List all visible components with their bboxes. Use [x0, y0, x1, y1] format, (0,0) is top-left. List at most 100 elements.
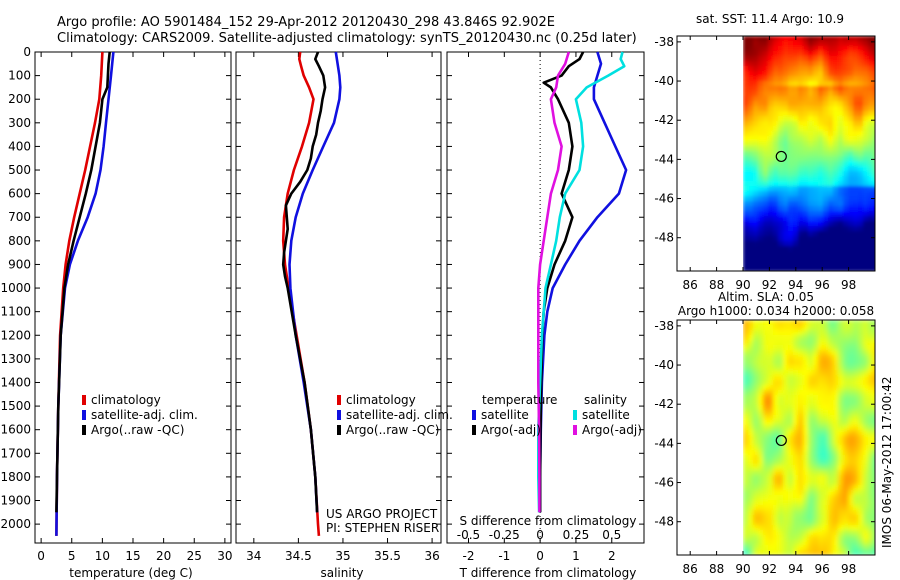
- argo-location-marker: [775, 150, 787, 163]
- y-tick-label: 1900: [0, 494, 31, 508]
- map-x-tick-label: 96: [815, 562, 830, 576]
- legend-swatch: [573, 425, 577, 435]
- temperature-axis-label: temperature (deg C): [69, 566, 192, 580]
- y-tick-label: 1600: [0, 423, 31, 437]
- x-tick-label: 30: [217, 549, 232, 563]
- sla-field: [743, 320, 875, 555]
- map-x-tick-label: 98: [841, 278, 856, 292]
- s-tick-label: 0.25: [563, 528, 590, 542]
- y-tick-label: 700: [8, 210, 31, 224]
- legend-label: Argo(..raw -QC): [91, 423, 184, 437]
- sla-cells: [743, 320, 875, 555]
- map-x-tick-label: 88: [709, 278, 724, 292]
- series-line-s-satellite: [536, 51, 626, 513]
- x-tick-label: 20: [156, 549, 171, 563]
- map-frame: [676, 319, 876, 556]
- sla-map: 86 88 90 92 94 96 98 -38 -40 -42 -44 -46 -48: [654, 319, 876, 576]
- map-x-tick-label: 88: [709, 562, 724, 576]
- x-tick-label: 25: [187, 549, 202, 563]
- legend-swatch: [82, 410, 86, 420]
- map-x-tick-label: 96: [815, 278, 830, 292]
- map-y-tick-label: -40: [654, 74, 674, 88]
- series-line-s-argo-adj-: [536, 51, 571, 513]
- y-tick-label: 600: [8, 187, 31, 201]
- legend-label: Argo(-adj): [582, 423, 642, 437]
- x-tick-label: 35: [335, 549, 350, 563]
- y-tick-label: 200: [8, 92, 31, 106]
- map-y-tick-label: -38: [654, 319, 674, 333]
- s-tick-label: 0: [536, 528, 544, 542]
- x-tick-label: 15: [125, 549, 140, 563]
- map-x-tick-label: 92: [762, 562, 777, 576]
- legend-title-salinity: salinity: [584, 393, 627, 407]
- legend-swatch: [472, 425, 476, 435]
- x-tick-label: 34.5: [285, 549, 312, 563]
- y-tick-label: 500: [8, 163, 31, 177]
- y-tick-label: 900: [8, 257, 31, 271]
- x-tick-label: 0: [536, 549, 544, 563]
- x-tick-label: 10: [95, 549, 110, 563]
- map-y-tick-label: -42: [654, 113, 674, 127]
- legend-label: satellite: [582, 408, 630, 422]
- y-tick-label: 1800: [0, 470, 31, 484]
- map-y-tick-label: -48: [654, 515, 674, 529]
- map-y-tick-label: -40: [654, 358, 674, 372]
- series-line-argo-raw-qc-: [281, 51, 327, 513]
- y-tick-label: 1000: [0, 281, 31, 295]
- s-tick-label: 0.5: [602, 528, 621, 542]
- y-tick-label: 100: [8, 69, 31, 83]
- y-tick-label: 400: [8, 139, 31, 153]
- map-x-tick-label: 86: [683, 562, 698, 576]
- sla-map-title: Altim. SLA: 0.05: [718, 290, 814, 304]
- argo-location-marker: [775, 434, 787, 447]
- y-tick-label: 1700: [0, 446, 31, 460]
- legend-title-temperature: temperature: [482, 393, 557, 407]
- sst-field: [743, 36, 875, 271]
- imos-credit: IMOS 06-May-2012 17:00:42: [880, 376, 894, 548]
- difference-panel: -2 -1 0 1 2 -0.5 -0.25 0 0.25 0.5 temperature salin…: [446, 51, 645, 563]
- map-x-tick-label: 90: [735, 562, 750, 576]
- map-y-tick-label: -46: [654, 192, 674, 206]
- map-x-tick-label: 94: [788, 562, 803, 576]
- x-tick-label: 1: [572, 549, 580, 563]
- x-tick-label: -1: [498, 549, 510, 563]
- map-y-tick-label: -46: [654, 476, 674, 490]
- y-tick-label: 2000: [0, 517, 31, 531]
- y-tick-label: 1500: [0, 399, 31, 413]
- x-tick-label: 36: [424, 549, 439, 563]
- t-difference-axis-label: T difference from climatology: [459, 566, 637, 580]
- legend-swatch: [337, 410, 341, 420]
- sst-map: 86 88 90 92 94 96 98 -38 -40 -42 -44 -46 -48: [654, 35, 876, 292]
- y-tick-label: 1300: [0, 352, 31, 366]
- x-tick-label: 35.5: [374, 549, 401, 563]
- temperature-panel: 0 5 10 15 20 25 300100200300400500600700800900…: [0, 45, 232, 563]
- s-tick-label: -0.5: [457, 528, 480, 542]
- legend-swatch: [82, 425, 86, 435]
- salinity-axis-label: salinity: [320, 566, 363, 580]
- series-line-argo-raw-qc-: [55, 51, 111, 513]
- map-x-tick-label: 94: [788, 278, 803, 292]
- series-line-satellite-adj-clim-: [288, 51, 342, 513]
- y-tick-label: 800: [8, 234, 31, 248]
- sst-map-title: sat. SST: 11.4 Argo: 10.9: [696, 12, 844, 26]
- legend-swatch: [337, 395, 341, 405]
- plot-frame: [235, 51, 442, 544]
- map-y-tick-label: -42: [654, 397, 674, 411]
- x-tick-label: 5: [68, 549, 76, 563]
- legend-label: climatology: [346, 393, 416, 407]
- x-tick-label: 0: [37, 549, 45, 563]
- header-line-2: Climatology: CARS2009. Satellite-adjuste…: [57, 31, 637, 46]
- legend-label: satellite-adj. clim.: [346, 408, 453, 422]
- salinity-panel: 34 34.5 35 35.5 36 climatologysatellite-adj. …: [235, 51, 453, 563]
- map-x-tick-label: 92: [762, 278, 777, 292]
- header-line-1: Argo profile: AO 5901484_152 29-Apr-2012…: [57, 15, 555, 30]
- y-tick-label: 0: [23, 45, 31, 59]
- s-tick-label: -0.25: [489, 528, 520, 542]
- map-y-tick-label: -44: [654, 436, 674, 450]
- pi-annotation: PI: STEPHEN RISER: [326, 521, 439, 535]
- map-y-tick-label: -38: [654, 35, 674, 49]
- map-frame: [676, 35, 876, 272]
- sla-map-subtitle: Argo h1000: 0.034 h2000: 0.058: [678, 304, 874, 318]
- map-y-tick-label: -44: [654, 152, 674, 166]
